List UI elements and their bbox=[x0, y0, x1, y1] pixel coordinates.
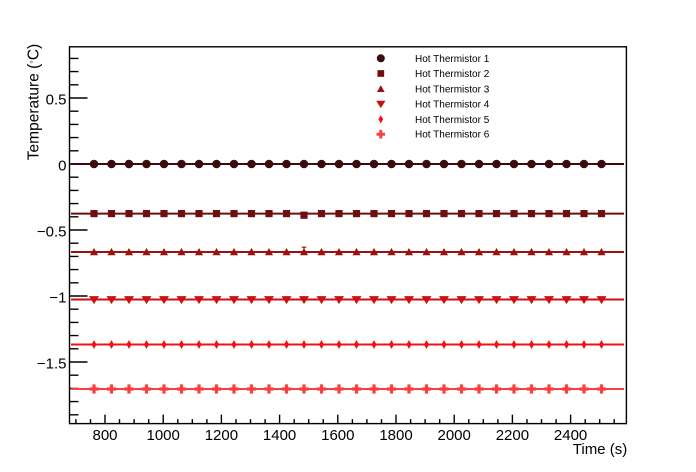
svg-text:Hot Thermistor 1: Hot Thermistor 1 bbox=[415, 54, 490, 65]
svg-text:2200: 2200 bbox=[496, 427, 529, 444]
svg-text:Hot Thermistor 5: Hot Thermistor 5 bbox=[415, 115, 490, 126]
svg-text:Hot Thermistor 4: Hot Thermistor 4 bbox=[415, 99, 490, 110]
svg-text:Time (s): Time (s) bbox=[573, 441, 627, 458]
svg-text:−1: −1 bbox=[49, 289, 66, 306]
svg-text:800: 800 bbox=[92, 427, 117, 444]
svg-text:Temperature (◦C): Temperature (◦C) bbox=[26, 44, 43, 160]
svg-text:Hot Thermistor 3: Hot Thermistor 3 bbox=[415, 84, 490, 95]
svg-text:1800: 1800 bbox=[379, 427, 412, 444]
svg-text:0.5: 0.5 bbox=[46, 91, 67, 108]
svg-text:1600: 1600 bbox=[321, 427, 354, 444]
svg-text:Hot Thermistor 2: Hot Thermistor 2 bbox=[415, 69, 490, 80]
svg-text:−0.5: −0.5 bbox=[37, 223, 67, 240]
svg-text:−1.5: −1.5 bbox=[37, 355, 67, 372]
svg-text:1200: 1200 bbox=[205, 427, 238, 444]
svg-text:2400: 2400 bbox=[554, 427, 587, 444]
svg-text:Hot Thermistor 6: Hot Thermistor 6 bbox=[415, 130, 490, 141]
svg-text:1000: 1000 bbox=[147, 427, 180, 444]
svg-text:0: 0 bbox=[58, 157, 66, 174]
svg-text:1400: 1400 bbox=[263, 427, 296, 444]
svg-text:2000: 2000 bbox=[438, 427, 471, 444]
